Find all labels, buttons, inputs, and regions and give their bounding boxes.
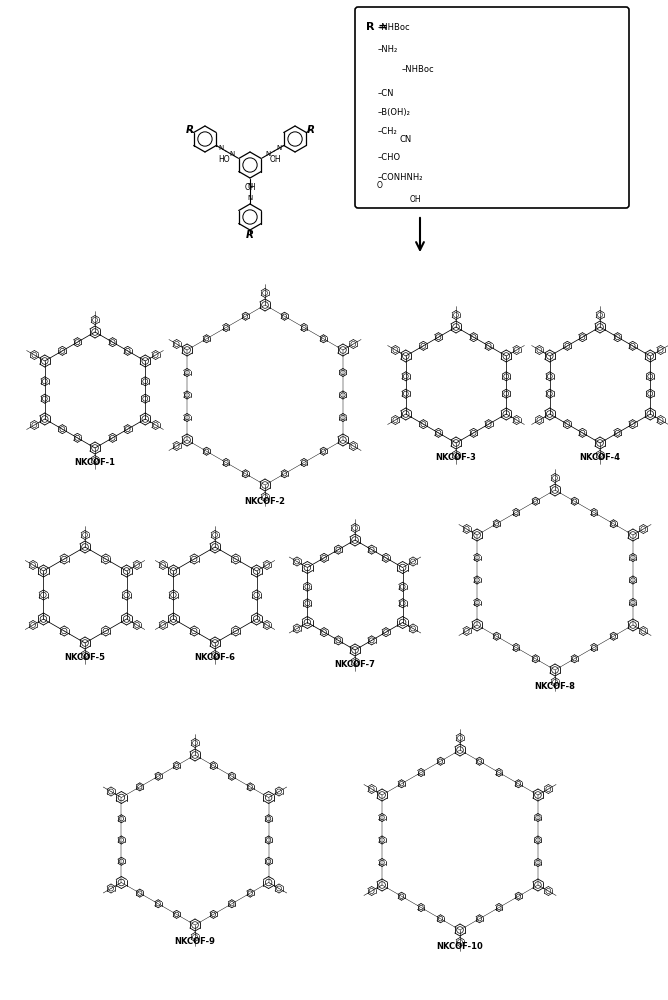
Text: –NHBoc: –NHBoc (378, 23, 411, 32)
Text: N: N (219, 145, 224, 151)
Text: NKCOF-8: NKCOF-8 (534, 682, 575, 691)
Text: R: R (246, 230, 254, 240)
Text: –CHO: –CHO (378, 153, 401, 162)
Text: N: N (247, 183, 253, 189)
Text: NKCOF-5: NKCOF-5 (65, 653, 106, 662)
Text: –NH₂: –NH₂ (378, 45, 398, 54)
Text: N: N (247, 195, 253, 201)
Text: NKCOF-7: NKCOF-7 (335, 660, 375, 669)
FancyBboxPatch shape (355, 7, 629, 208)
Text: OH: OH (270, 155, 282, 164)
Text: NKCOF-6: NKCOF-6 (194, 653, 236, 662)
Text: N: N (229, 151, 234, 157)
Text: O: O (377, 181, 383, 190)
Text: –CONHNH₂: –CONHNH₂ (378, 174, 424, 182)
Text: OH: OH (244, 183, 256, 192)
Text: NKCOF-10: NKCOF-10 (437, 942, 484, 951)
Text: R: R (307, 125, 315, 135)
Text: NKCOF-2: NKCOF-2 (244, 497, 285, 506)
Text: –B(OH)₂: –B(OH)₂ (378, 108, 411, 117)
Text: HO: HO (218, 155, 230, 164)
Text: NKCOF-9: NKCOF-9 (174, 937, 216, 946)
Text: NKCOF-4: NKCOF-4 (580, 453, 621, 462)
Text: R: R (186, 125, 193, 135)
Text: R =: R = (366, 22, 387, 32)
Text: NKCOF-1: NKCOF-1 (75, 458, 116, 467)
Text: N: N (266, 151, 271, 157)
Text: CN: CN (400, 135, 412, 144)
Text: –CN: –CN (378, 89, 395, 98)
Text: NKCOF-3: NKCOF-3 (436, 453, 476, 462)
Text: N: N (276, 145, 281, 151)
Text: –CH₂: –CH₂ (378, 126, 397, 135)
FancyArrowPatch shape (416, 218, 424, 250)
Text: OH: OH (410, 196, 422, 205)
Text: –NHBoc: –NHBoc (402, 66, 435, 75)
